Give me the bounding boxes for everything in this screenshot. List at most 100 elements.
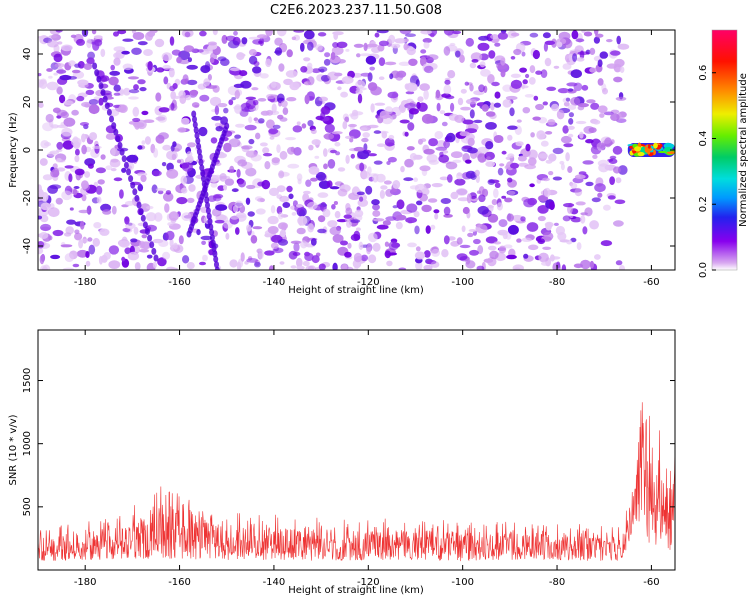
heatmap-cell [181,187,188,194]
heatmap-cell [134,262,141,270]
heatmap-cell [121,50,130,55]
heatmap-cell [450,191,459,200]
heatmap-cell [186,197,195,203]
heatmap-cell [169,238,174,247]
heatmap-cell [78,239,84,249]
heatmap-cell [497,256,506,261]
heatmap-cell [100,89,106,96]
heatmap-cell [267,226,279,234]
heatmap-cell [111,122,117,130]
heatmap-cell [504,197,513,203]
heatmap-cell [598,163,609,173]
heatmap-cell [100,154,106,160]
heatmap-cell [257,181,265,187]
heatmap-cell [274,37,283,46]
heatmap-cell [510,32,520,37]
heatmap-cell [445,132,456,143]
heatmap-cell [62,267,75,270]
heatmap-cell [323,163,328,170]
heatmap-cell [259,73,269,79]
heatmap-cell [405,217,417,224]
heatmap-cell [505,95,518,101]
heatmap-cell [487,245,497,251]
heatmap-cell [123,87,131,96]
colorbar-frame [711,29,738,271]
heatmap-cell [355,227,361,231]
x-tick-label: -180 [74,577,97,588]
heatmap-cell [123,161,129,169]
heatmap-cell [50,254,61,260]
heatmap-cell [49,184,62,189]
heatmap-cell [96,196,102,204]
heatmap-cell [72,188,78,196]
heatmap-cell [337,167,346,172]
heatmap-cell [560,163,565,171]
heatmap-cell [490,34,499,40]
heatmap-cell [223,142,232,153]
heatmap-cell [353,111,364,116]
heatmap-cell [457,97,464,106]
heatmap-cell [606,39,613,43]
heatmap-cell [494,182,501,188]
heatmap-cell [398,267,407,270]
heatmap-cell [419,83,431,91]
heatmap-cell [42,264,51,270]
heatmap-cell [131,47,142,55]
heatmap-cell [240,252,245,262]
heatmap-cell [266,93,276,100]
heatmap-cell [471,59,479,63]
heatmap-cell [361,171,371,179]
heatmap-cell [442,150,449,154]
heatmap-cell [92,145,102,149]
heatmap-cell [78,209,90,214]
heatmap-cell [197,83,207,90]
heatmap-cell [145,212,157,222]
heatmap-cell [265,30,273,37]
heatmap-cell [143,49,153,56]
heatmap-cell [359,196,364,202]
heatmap-y-axis-label: Frequency (Hz) [8,112,19,188]
heatmap-cell [336,219,348,223]
heatmap-cell [485,122,497,130]
heatmap-cell [145,31,153,41]
heatmap-cell [479,61,486,68]
heatmap-cell [77,79,89,86]
heatmap-cell [172,83,178,90]
heatmap-cell [40,202,51,211]
heatmap-cell [233,83,245,88]
heatmap-cell [296,173,303,181]
heatmap-cell [498,245,507,254]
heatmap-cell [594,183,606,193]
heatmap-cell [118,240,130,248]
heatmap-cell [476,190,482,194]
heatmap-cell [455,50,461,58]
heatmap-cell [130,181,136,189]
heatmap-cell [287,146,296,155]
snr-x-axis-label: Height of straight line (km) [288,585,424,596]
heatmap-cell [426,54,439,61]
heatmap-cell [277,239,289,246]
heatmap-cell [299,209,306,217]
heatmap-cell [414,251,426,260]
heatmap-cell [340,91,348,98]
heatmap-cell [469,109,475,119]
heatmap-cell [68,173,73,183]
heatmap-cell [144,136,151,145]
heatmap-cell [394,38,407,44]
heatmap-cell [154,38,165,48]
heatmap-cell [154,212,163,222]
heatmap-cell [53,72,58,76]
heatmap-cell [206,85,218,89]
heatmap-cell [119,89,124,95]
heatmap-cell [513,48,522,56]
heatmap-cell [416,200,423,206]
heatmap-cell [567,166,573,173]
heatmap-cell [327,71,339,81]
heatmap-cell [305,179,312,187]
heatmap-cell [443,206,451,216]
heatmap-cell [94,69,100,77]
heatmap-cell [562,215,571,222]
heatmap-cell [215,204,228,211]
heatmap-cell [124,200,135,206]
heatmap-cell [207,74,212,81]
